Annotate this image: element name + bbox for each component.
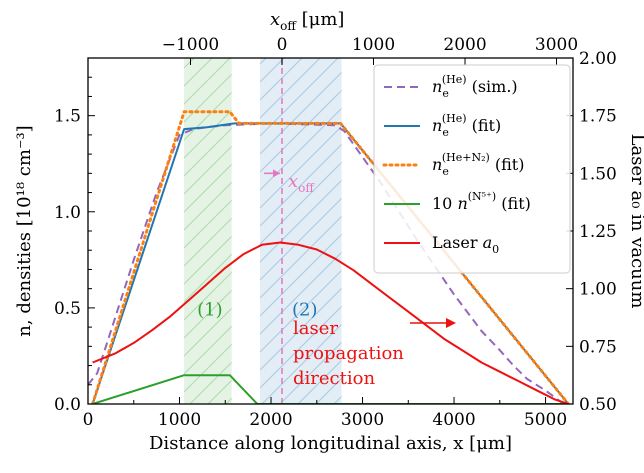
y-right-tick-label: 1.25 [579, 222, 617, 242]
legend-label-1: ne(He) (sim.) [432, 73, 518, 100]
series-line-5 [92, 241, 569, 404]
y-right-tick-label: 0.75 [579, 337, 617, 357]
laser-annotation-line-3: direction [293, 368, 375, 389]
x-top-tick-label: 0 [277, 35, 288, 55]
y-right-tick-label: 2.00 [579, 49, 617, 69]
y-right-tick-label: 0.50 [579, 395, 617, 415]
x-tick-label: 5000 [524, 410, 567, 430]
x-top-tick-label: 3000 [535, 35, 578, 55]
x-tick-label: 4000 [432, 410, 475, 430]
y-tick-label: 0.0 [54, 395, 81, 415]
y-right-tick-label: 1.75 [579, 107, 617, 127]
x-tick-label: 0 [83, 410, 94, 430]
series-line-4 [92, 374, 569, 404]
x-axis-title: Distance along longitudinal axis, x [μm] [149, 433, 512, 454]
legend-label-4: 10 n(N⁵⁺) (fit) [432, 190, 531, 213]
x-top-tick-label: 1000 [352, 35, 395, 55]
x-top-tick-label: −1000 [162, 35, 220, 55]
x-top-tick-label: 2000 [443, 35, 486, 55]
laser-direction-arrowhead [446, 318, 456, 328]
region-label-1: (1) [197, 300, 223, 321]
x-top-axis-title: xoff [μm] [270, 9, 344, 33]
legend-label-3: ne(He+N₂) (fit) [432, 151, 524, 178]
legend-box [373, 64, 571, 274]
legend-label-2: ne(He) (fit) [432, 112, 501, 139]
y-tick-label: 1.5 [54, 107, 81, 127]
x-tick-label: 3000 [341, 410, 384, 430]
y-right-tick-label: 1.00 [579, 280, 617, 300]
laser-annotation-line-1: laser [293, 318, 338, 339]
legend-label-5: Laser a0 [432, 233, 499, 256]
y-tick-label: 1.0 [54, 203, 81, 223]
y-right-axis-title: Laser a₀ in vacuum [627, 134, 644, 309]
laser-annotation-line-2: propagation [293, 343, 404, 364]
x-tick-label: 1000 [158, 410, 201, 430]
x-off-arrowhead [273, 169, 280, 178]
shaded-region-hatch-2 [260, 58, 342, 404]
shaded-region-hatch-1 [184, 58, 232, 404]
y-axis-title: n, densities [10¹⁸ cm⁻³] [14, 125, 35, 336]
region-label-2: (2) [292, 300, 318, 321]
y-tick-label: 0.5 [54, 299, 81, 319]
y-right-tick-label: 1.50 [579, 164, 617, 184]
series-line-1 [88, 122, 565, 404]
x-off-label: xoff [288, 171, 315, 195]
x-tick-label: 2000 [249, 410, 292, 430]
